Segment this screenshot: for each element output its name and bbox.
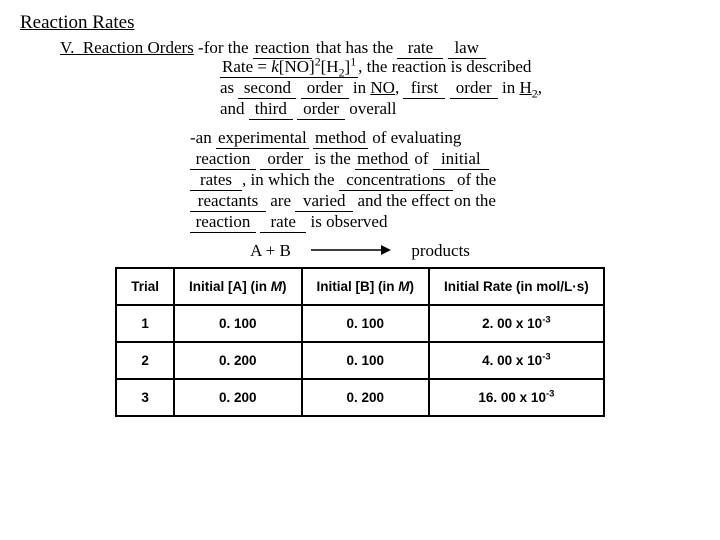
col-trial: Trial <box>116 268 174 305</box>
table-header-row: Trial Initial [A] (in M) Initial [B] (in… <box>116 268 604 305</box>
definition-block-2: -an experimental method of evaluating re… <box>20 128 700 233</box>
col-rate: Initial Rate (in mol/L·s) <box>429 268 604 305</box>
definition-block-1: Rate = k[NO]2[H2]1, the reaction is desc… <box>20 57 700 120</box>
section-line: V. Reaction Orders -for the reaction tha… <box>20 38 700 59</box>
arrow-icon <box>311 241 391 261</box>
page-title: Reaction Rates <box>20 12 700 34</box>
table-row: 1 0. 100 0. 100 2. 00 x 10-3 <box>116 305 604 342</box>
col-b: Initial [B] (in M) <box>302 268 430 305</box>
table-row: 3 0. 200 0. 200 16. 00 x 10-3 <box>116 379 604 416</box>
equation-line: A + B products <box>20 241 700 261</box>
table-row: 2 0. 200 0. 100 4. 00 x 10-3 <box>116 342 604 379</box>
rates-table: Trial Initial [A] (in M) Initial [B] (in… <box>115 267 605 417</box>
col-a: Initial [A] (in M) <box>174 268 302 305</box>
